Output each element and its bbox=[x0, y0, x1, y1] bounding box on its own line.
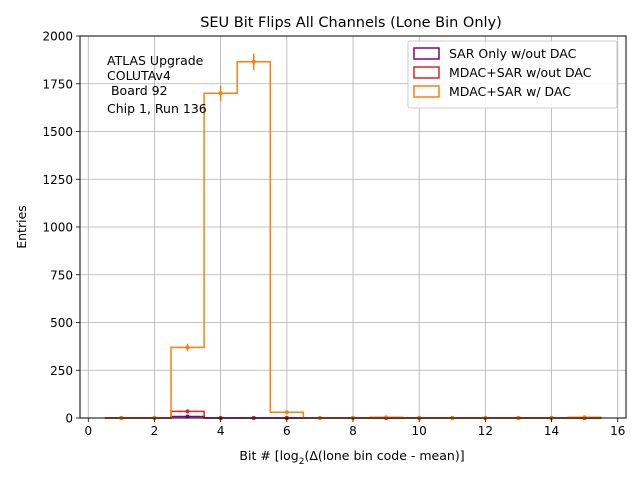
y-tick-label: 250 bbox=[50, 364, 73, 378]
y-tick-label: 1000 bbox=[42, 221, 73, 235]
x-axis-label-subscript: 2 bbox=[299, 457, 305, 467]
x-axis-label: Bit # [log2(Δ(lone bin code - mean)] bbox=[239, 448, 464, 467]
legend-label: MDAC+SAR w/out DAC bbox=[449, 65, 592, 80]
annotation-line: Board 92 bbox=[107, 83, 168, 98]
data-point bbox=[218, 91, 223, 96]
x-tick-label: 0 bbox=[84, 424, 92, 438]
data-point bbox=[185, 409, 190, 414]
x-tick-label: 8 bbox=[349, 424, 357, 438]
y-tick-label: 500 bbox=[50, 316, 73, 330]
legend-label: MDAC+SAR w/ DAC bbox=[449, 84, 571, 99]
data-point bbox=[284, 410, 289, 415]
annotation-line: ATLAS Upgrade bbox=[107, 53, 204, 68]
x-tick-label: 16 bbox=[610, 424, 625, 438]
annotation: ATLAS Upgrade COLUTAv4 Board 92 Chip 1, … bbox=[107, 53, 207, 116]
legend-label: SAR Only w/out DAC bbox=[449, 46, 577, 61]
annotation-line: Chip 1, Run 136 bbox=[107, 101, 207, 116]
data-point bbox=[251, 59, 256, 64]
data-point bbox=[582, 415, 587, 420]
legend: SAR Only w/out DAC MDAC+SAR w/out DAC MDAC… bbox=[407, 40, 618, 109]
annotation-line: COLUTAv4 bbox=[107, 68, 171, 83]
legend-swatch bbox=[413, 85, 440, 98]
legend-swatch bbox=[413, 47, 440, 60]
x-axis-label-suffix: (Δ(lone bin code - mean)] bbox=[304, 448, 464, 463]
x-tick-label: 4 bbox=[217, 424, 225, 438]
y-tick-label: 1500 bbox=[42, 125, 73, 139]
y-axis-label: Entries bbox=[14, 205, 29, 249]
data-point bbox=[384, 415, 389, 420]
y-tick-label: 1250 bbox=[42, 173, 73, 187]
y-tick-label: 1750 bbox=[42, 77, 73, 91]
x-tick-label: 6 bbox=[283, 424, 291, 438]
x-tick-label: 14 bbox=[544, 424, 559, 438]
y-tick-label: 0 bbox=[65, 412, 73, 426]
data-point bbox=[185, 345, 190, 350]
x-tick-label: 12 bbox=[478, 424, 493, 438]
x-tick-label: 10 bbox=[412, 424, 427, 438]
y-axis: 0 250 500 750 1000 1250 1500 1750 2000 bbox=[42, 30, 80, 426]
legend-swatch bbox=[413, 66, 440, 79]
x-axis: 0 2 4 6 8 10 12 14 16 bbox=[84, 418, 625, 438]
x-axis-label-prefix: Bit # [log bbox=[239, 448, 298, 463]
data-point bbox=[185, 414, 190, 419]
y-tick-label: 2000 bbox=[42, 30, 73, 44]
y-tick-label: 750 bbox=[50, 268, 73, 282]
chart-title: SEU Bit Flips All Channels (Lone Bin Onl… bbox=[200, 15, 502, 31]
x-tick-label: 2 bbox=[151, 424, 159, 438]
legend-box bbox=[407, 40, 618, 109]
